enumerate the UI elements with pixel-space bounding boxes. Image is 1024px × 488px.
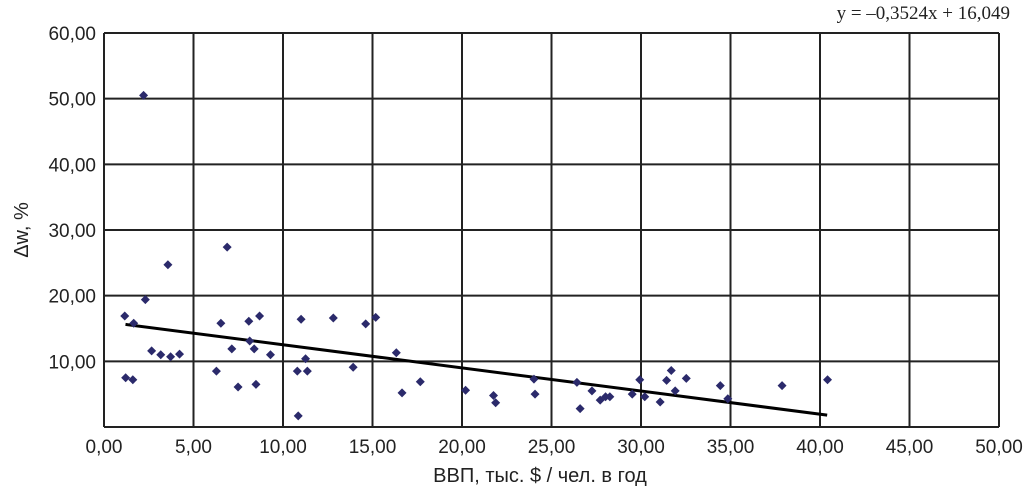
data-point	[292, 366, 302, 376]
data-point	[371, 312, 381, 322]
data-point	[255, 311, 265, 321]
trendline-group	[125, 322, 828, 417]
data-point	[140, 295, 150, 305]
x-tick-label: 20,00	[438, 437, 486, 458]
data-point	[301, 354, 311, 364]
data-point	[397, 388, 407, 398]
data-point	[681, 373, 691, 383]
data-point	[461, 385, 471, 395]
data-point	[823, 375, 833, 385]
data-point	[249, 344, 259, 354]
data-point	[156, 350, 166, 360]
x-tick-label: 0,00	[86, 437, 123, 458]
data-point	[662, 375, 672, 385]
data-point	[572, 377, 582, 387]
data-point	[120, 311, 130, 321]
trendline	[125, 322, 828, 417]
y-axis-label: Δw, %	[11, 202, 33, 258]
data-point	[530, 389, 540, 399]
data-point	[227, 344, 237, 354]
x-tick-label: 35,00	[707, 437, 755, 458]
data-point	[415, 377, 425, 387]
data-point	[635, 375, 645, 385]
data-point	[265, 350, 275, 360]
y-tick-label: 60,00	[48, 24, 96, 45]
x-axis-label: ВВП, тыс. $ / чел. в год	[433, 465, 647, 487]
data-point	[361, 319, 371, 329]
data-points	[120, 90, 833, 421]
trend-equation: y = –0,3524x + 16,049	[837, 3, 1010, 24]
data-point	[391, 348, 401, 358]
data-point	[245, 336, 255, 346]
data-point	[640, 392, 650, 402]
data-point	[216, 318, 226, 328]
data-point	[348, 362, 358, 372]
grid	[103, 32, 1000, 428]
y-tick-label: 10,00	[48, 352, 96, 373]
data-point	[147, 346, 157, 356]
tick-labels: 0,00 5,00 10,00 15,00 20,00 25,00 30,00 35,00 40…	[48, 24, 1022, 458]
data-point	[489, 390, 499, 400]
data-point	[244, 316, 254, 326]
x-tick-label: 5,00	[175, 437, 212, 458]
data-point	[139, 90, 149, 100]
data-point	[163, 260, 173, 270]
data-point	[529, 374, 539, 384]
x-tick-label: 15,00	[349, 437, 397, 458]
data-point	[175, 349, 185, 359]
data-point	[605, 392, 615, 402]
data-point	[222, 242, 232, 252]
data-point	[296, 314, 306, 324]
data-point	[723, 394, 733, 404]
data-point	[666, 366, 676, 376]
x-tick-label: 45,00	[886, 437, 934, 458]
data-point	[129, 318, 139, 328]
data-point	[166, 352, 176, 362]
y-tick-label: 40,00	[48, 155, 96, 176]
x-tick-label: 30,00	[617, 437, 665, 458]
data-point	[777, 381, 787, 391]
data-point	[121, 373, 131, 383]
data-point	[211, 366, 221, 376]
data-point	[587, 386, 597, 396]
y-tick-label: 50,00	[48, 90, 96, 111]
data-point	[128, 375, 138, 385]
data-point	[251, 379, 261, 389]
data-point	[627, 389, 637, 399]
x-tick-label: 40,00	[796, 437, 844, 458]
y-tick-label: 30,00	[48, 221, 96, 242]
x-tick-label: 25,00	[528, 437, 576, 458]
data-point	[293, 411, 303, 421]
y-tick-label: 20,00	[48, 287, 96, 308]
data-point	[670, 386, 680, 396]
x-tick-label: 10,00	[259, 437, 307, 458]
data-point	[328, 313, 338, 323]
data-point	[302, 366, 312, 376]
data-point	[715, 381, 725, 391]
x-tick-label: 50,00	[975, 437, 1023, 458]
data-point	[491, 398, 501, 408]
data-point	[655, 397, 665, 407]
data-point	[233, 382, 243, 392]
data-point	[575, 404, 585, 414]
